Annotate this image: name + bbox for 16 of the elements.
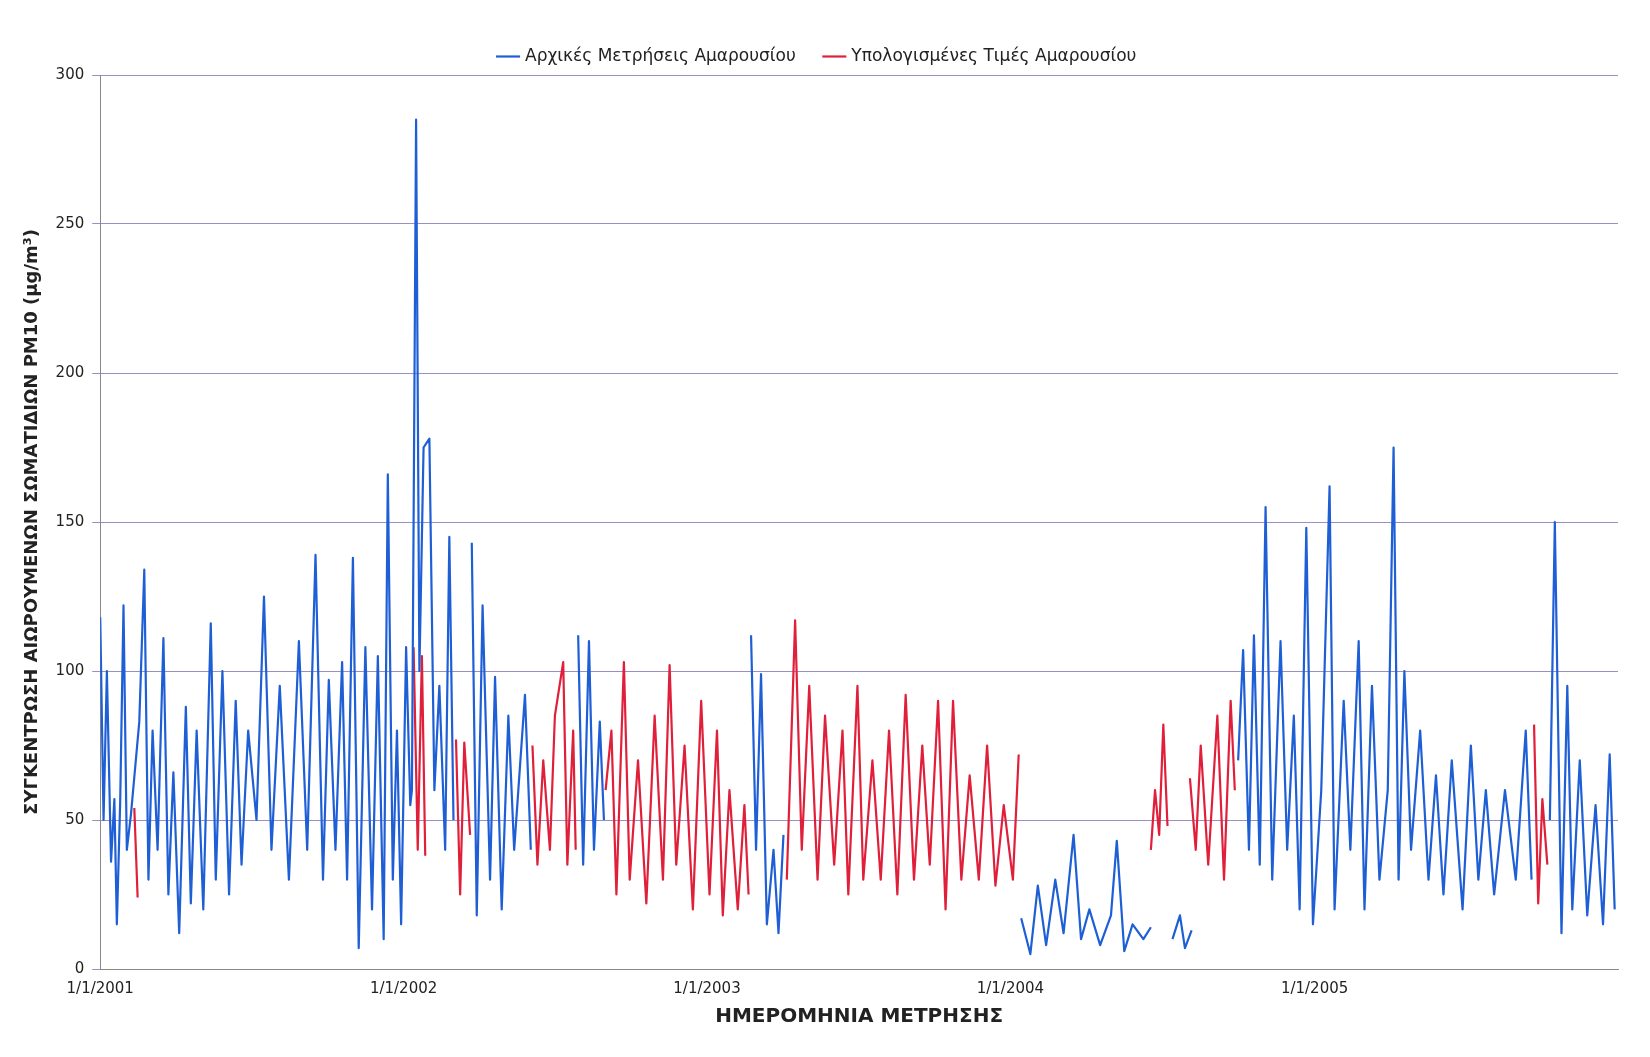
x-tick-label: 1/1/2003 <box>673 978 741 997</box>
legend-label: Αρχικές Μετρήσεις Αμαρουσίου <box>525 44 796 65</box>
y-tick-label: 50 <box>65 809 85 828</box>
y-tick-label: 250 <box>55 213 85 232</box>
y-tick-label: 150 <box>55 511 85 530</box>
y-tick-label: 100 <box>55 660 85 679</box>
x-tick-label: 1/1/2002 <box>369 978 438 997</box>
x-tick-label: 1/1/2001 <box>66 978 134 997</box>
y-tick-label: 200 <box>55 362 85 381</box>
x-axis-title: ΗΜΕΡΟΜΗΝΙΑ ΜΕΤΡΗΣΗΣ <box>715 1003 1004 1028</box>
y-tick-label: 0 <box>74 958 85 977</box>
y-axis-title: ΣΥΓΚΕΝΤΡΩΣΗ ΑΙΩΡΟΥΜΕΝΩΝ ΣΩΜΑΤΙΔΙΩΝ PM10 (μg/m³) <box>20 229 42 815</box>
legend-label: Υπολογισμένες Τιμές Αμαρουσίου <box>850 44 1137 65</box>
x-tick-label: 1/1/2005 <box>1280 978 1349 997</box>
y-tick-label: 300 <box>55 64 85 83</box>
x-tick-label: 1/1/2004 <box>976 978 1045 997</box>
